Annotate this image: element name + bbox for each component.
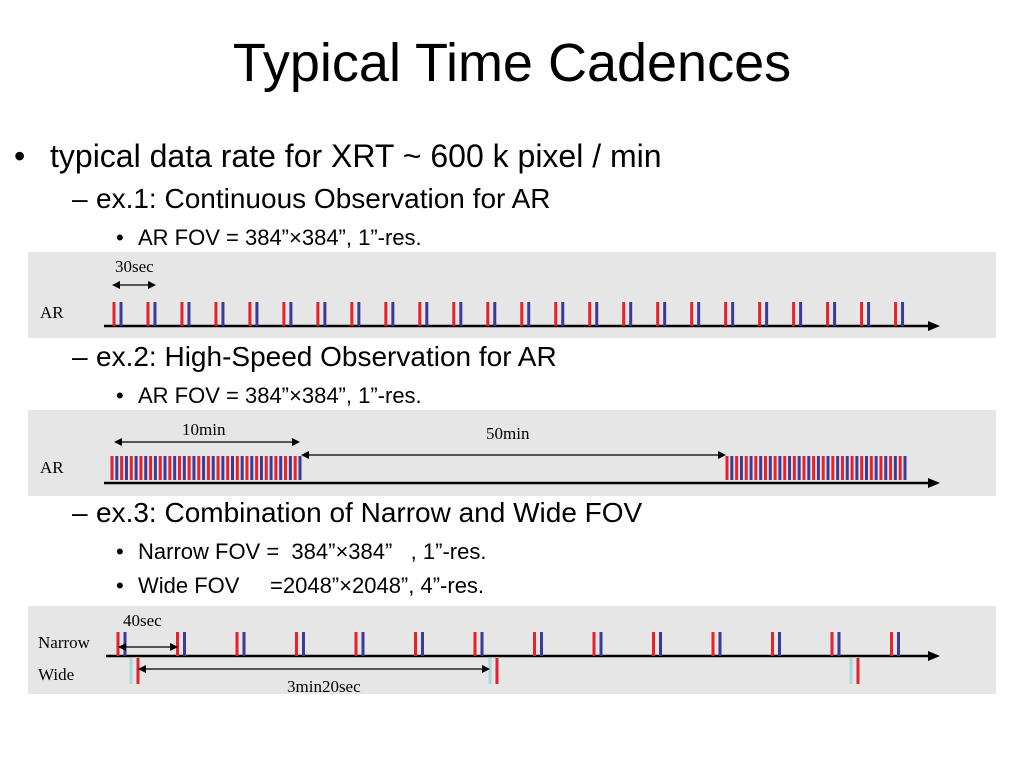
row-label-narrow: Narrow <box>38 633 91 652</box>
timeline-panel-ex1: AR 30sec <box>28 252 996 338</box>
ex3-narrow-text: Narrow FOV = 384”×384” , 1”-res. <box>138 539 487 564</box>
timeline-panel-ex3: Narrow Wide 40sec 3min20sec <box>28 606 996 694</box>
time-axis-arrowhead <box>928 478 940 488</box>
ex1-fov-text: AR FOV = 384”×384”, 1”-res. <box>138 225 422 250</box>
interval-3min20sec-arrow-arrowhead-right <box>482 665 490 673</box>
interval-30sec-arrow-arrowhead-left <box>112 281 120 289</box>
ex1-heading-text: ex.1: Continuous Observation for AR <box>96 183 551 214</box>
ex2-fov-text: AR FOV = 384”×384”, 1”-res. <box>138 383 422 408</box>
ex3-heading-text: ex.3: Combination of Narrow and Wide FOV <box>96 497 643 528</box>
timeline-ex1: AR 30sec <box>40 257 940 331</box>
ex1-sub-item: • AR FOV = 384”×384”, 1”-res. <box>116 225 422 250</box>
time-axis-arrowhead <box>928 321 940 331</box>
ex3-heading: – ex.3: Combination of Narrow and Wide FO… <box>72 497 643 528</box>
ex3-wide-text: Wide FOV =2048”×2048”, 4”-res. <box>138 573 485 598</box>
bullet-data-rate: • typical data rate for XRT ~ 600 k pixel… <box>14 138 662 174</box>
timeline-panel-ex2: AR 10min 50min <box>28 410 996 496</box>
timeline-ex2: AR 10min 50min <box>40 420 940 488</box>
row-label-wide: Wide <box>38 665 74 684</box>
ex3-sub-item-narrow: • Narrow FOV = 384”×384” , 1”-res. <box>116 539 487 564</box>
bullet-data-rate-text: typical data rate for XRT ~ 600 k pixel … <box>50 138 662 174</box>
gap-50min-arrow-arrowhead-left <box>301 451 309 459</box>
gap-50min-arrow-arrowhead-right <box>718 451 726 459</box>
interval-label-40sec: 40sec <box>123 611 162 630</box>
interval-40sec-arrow-arrowhead-right <box>170 643 178 651</box>
slide-title: Typical Time Cadences <box>232 33 792 93</box>
ex2-heading: – ex.2: High-Speed Observation for AR <box>72 341 557 372</box>
row-label-ar: AR <box>40 303 64 322</box>
ex3-sub-item-wide: • Wide FOV =2048”×2048”, 4”-res. <box>116 573 485 598</box>
interval-40sec-arrow-arrowhead-left <box>118 643 126 651</box>
gap-label-50min: 50min <box>486 424 530 443</box>
interval-label-30sec: 30sec <box>115 257 154 276</box>
ex2-sub-item: • AR FOV = 384”×384”, 1”-res. <box>116 383 422 408</box>
ex1-heading: – ex.1: Continuous Observation for AR <box>72 183 551 214</box>
interval-30sec-arrow-arrowhead-right <box>148 281 156 289</box>
timeline-ex3: Narrow Wide 40sec 3min20sec <box>38 611 940 694</box>
interval-3min20sec-arrow-arrowhead-left <box>138 665 146 673</box>
burst-10min-arrow-arrowhead-left <box>114 438 122 446</box>
row-label-ar: AR <box>40 458 64 477</box>
time-axis-arrowhead <box>928 651 940 661</box>
ex2-heading-text: ex.2: High-Speed Observation for AR <box>96 341 557 372</box>
burst-10min-arrow-arrowhead-right <box>292 438 300 446</box>
burst-label-10min: 10min <box>182 420 226 439</box>
interval-label-3min20sec: 3min20sec <box>287 677 361 694</box>
